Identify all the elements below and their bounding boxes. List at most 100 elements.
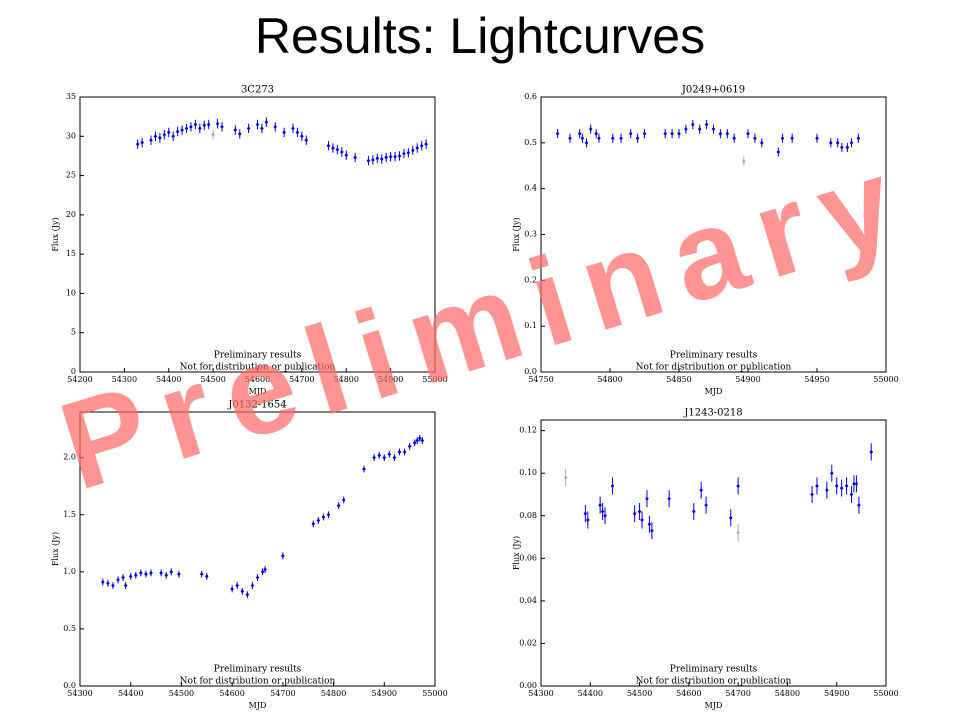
data-point — [699, 488, 703, 493]
charts: 3C273 MJD Flux (Jy) 54200 54300 54400 54500 546… — [51, 85, 899, 711]
data-point — [849, 140, 854, 146]
data-point — [810, 492, 814, 497]
x-axis-label: MJD — [249, 701, 267, 710]
data-point — [344, 152, 349, 158]
data-point — [193, 122, 198, 127]
x-tick-label: 54500 — [627, 689, 652, 698]
x-tick-label: 54800 — [334, 375, 359, 384]
data-point — [101, 579, 105, 585]
data-point — [402, 151, 406, 156]
data-point — [829, 140, 833, 146]
data-point — [711, 126, 716, 132]
data-point — [379, 156, 384, 162]
data-point — [645, 496, 649, 501]
data-point — [311, 521, 316, 527]
data-point — [300, 134, 304, 139]
x-tick-label: 54700 — [289, 375, 314, 384]
data-point — [736, 530, 740, 535]
annotation: Preliminary results — [214, 665, 302, 675]
chart-title: J1243-0218 — [683, 408, 742, 419]
data-point — [857, 502, 861, 508]
data-point — [264, 119, 269, 125]
y-axis-label: Flux (Jy) — [51, 217, 60, 251]
y-tick-label: 0.06 — [519, 553, 537, 562]
data-point — [640, 517, 644, 523]
data-point — [377, 453, 382, 458]
x-tick-label: 54700 — [270, 689, 295, 698]
data-point — [116, 577, 120, 583]
data-point — [397, 449, 402, 455]
x-tick-label: 54950 — [804, 375, 829, 384]
data-point — [149, 138, 153, 143]
data-point — [697, 126, 702, 132]
data-point — [406, 150, 411, 155]
data-point — [255, 575, 260, 580]
x-tick-label: 54800 — [597, 375, 622, 384]
y-axis-label: Flux (Jy) — [51, 532, 60, 566]
data-point — [335, 147, 340, 152]
data-point — [240, 589, 245, 594]
y-tick-label: 0.08 — [519, 511, 537, 520]
data-point — [387, 452, 392, 457]
y-tick-label: 1.0 — [63, 567, 76, 576]
data-point — [834, 483, 839, 489]
data-point — [844, 483, 849, 489]
data-point — [133, 573, 138, 578]
x-tick-label: 54900 — [372, 689, 397, 698]
data-point — [642, 131, 647, 136]
data-point — [568, 136, 572, 141]
data-point — [650, 528, 654, 533]
data-point — [677, 131, 681, 136]
data-point — [202, 123, 207, 128]
data-point — [684, 126, 688, 132]
data-point — [316, 518, 321, 523]
data-point — [336, 503, 341, 508]
data-point — [199, 571, 204, 577]
x-tick-label: 54700 — [725, 689, 750, 698]
data-point — [295, 130, 300, 135]
data-point — [597, 136, 601, 141]
data-point — [760, 140, 764, 146]
data-point — [415, 145, 420, 151]
y-tick-label: 0.5 — [524, 138, 537, 147]
data-point — [135, 141, 140, 147]
data-point — [353, 155, 357, 160]
data-point — [424, 141, 428, 147]
x-tick-label: 55000 — [422, 375, 447, 384]
y-tick-label: 0.0 — [63, 681, 76, 690]
data-point — [372, 455, 376, 460]
x-tick-label: 54900 — [735, 375, 760, 384]
slide-title: Results: Lightcurves — [255, 8, 705, 64]
x-tick-label: 54600 — [676, 689, 701, 698]
data-point — [580, 136, 585, 141]
data-point — [291, 126, 295, 131]
data-point — [260, 126, 264, 131]
data-point — [417, 436, 422, 441]
y-tick-label: 25 — [66, 171, 76, 180]
data-point — [230, 586, 234, 592]
x-tick-label: 54500 — [200, 375, 225, 384]
y-tick-label: 0.12 — [519, 426, 537, 435]
data-point — [121, 575, 125, 580]
data-point — [169, 569, 174, 575]
annotation: Preliminary results — [670, 665, 758, 675]
data-point — [166, 130, 171, 135]
y-tick-label: 0.10 — [519, 468, 537, 477]
data-point — [411, 148, 415, 153]
data-point — [728, 515, 733, 521]
data-point — [255, 122, 260, 127]
data-point — [304, 138, 309, 143]
data-point — [854, 481, 859, 487]
data-point — [384, 155, 388, 160]
x-tick-label: 54750 — [528, 375, 553, 384]
data-point — [340, 149, 344, 155]
data-point — [825, 488, 829, 493]
data-point — [667, 496, 671, 501]
data-point — [829, 471, 834, 476]
data-point — [704, 122, 709, 127]
data-point — [840, 145, 844, 150]
x-tick-label: 54850 — [666, 375, 691, 384]
data-point — [586, 517, 590, 523]
x-tick-label: 55000 — [422, 689, 447, 698]
